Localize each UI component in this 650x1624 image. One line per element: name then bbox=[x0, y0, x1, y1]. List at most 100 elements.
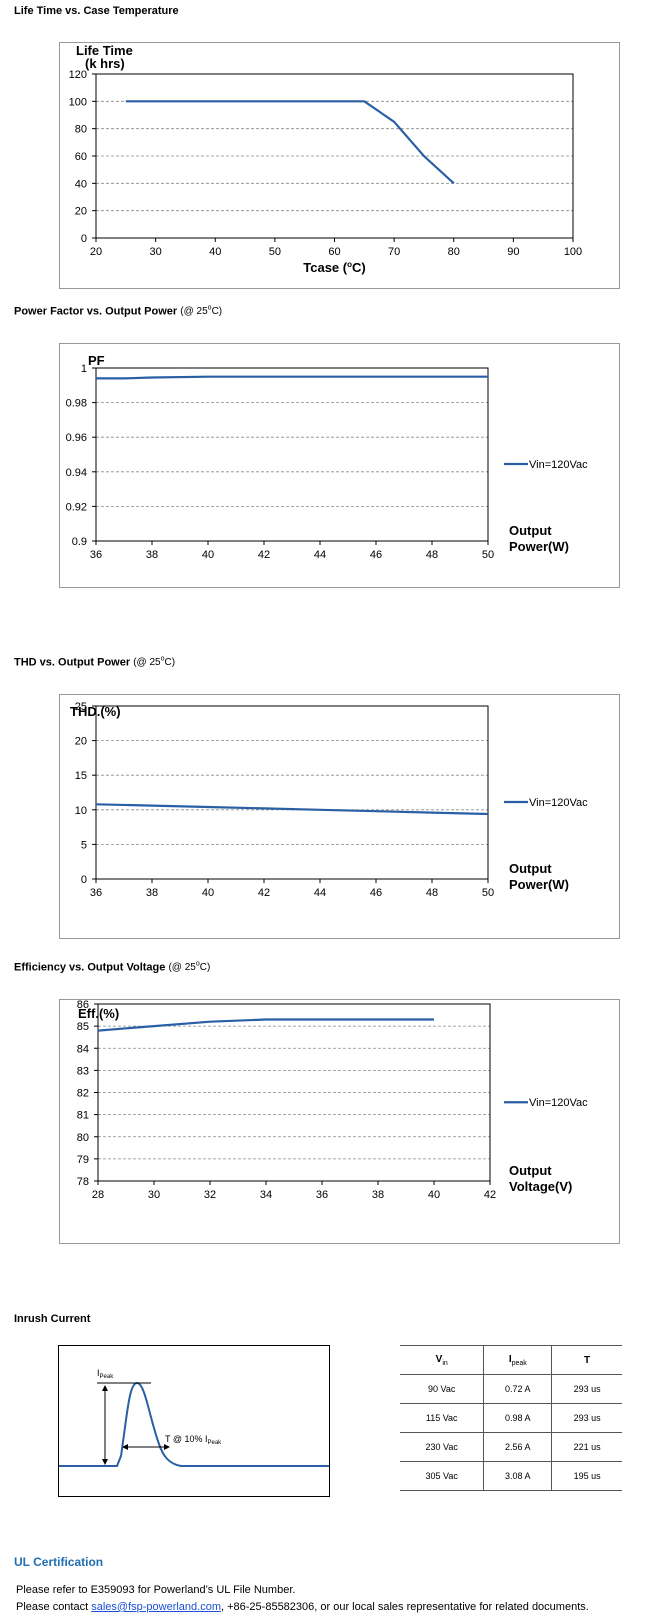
x-tick-label: 48 bbox=[426, 549, 438, 561]
ul-certification-title: UL Certification bbox=[14, 1555, 104, 1569]
header-vin: Vin bbox=[400, 1345, 484, 1375]
y-axis-label: PF bbox=[88, 353, 105, 368]
x-tick-label: 70 bbox=[388, 246, 400, 258]
y-axis-label: THD.(%) bbox=[70, 704, 121, 719]
duration-label: T @ 10% IPeak bbox=[165, 1434, 222, 1446]
power-factor-chart: 0.9 0.92 0.94 0.96 0.98 1 36 38 40 42 44 46 48 50 PF Ou… bbox=[66, 353, 589, 561]
x-tick-label: 50 bbox=[482, 887, 494, 899]
y-tick-label: 60 bbox=[75, 151, 87, 163]
y-tick-label: 80 bbox=[77, 1132, 89, 1144]
x-tick-label: 46 bbox=[370, 887, 382, 899]
x-tick-label: 28 bbox=[92, 1189, 104, 1201]
x-axis-label: Power(W) bbox=[509, 877, 569, 892]
legend-label: Vin=120Vac bbox=[529, 797, 588, 809]
legend-label: Vin=120Vac bbox=[529, 1097, 588, 1109]
x-tick-label: 44 bbox=[314, 549, 326, 561]
x-tick-label: 42 bbox=[258, 887, 270, 899]
inrush-curve bbox=[59, 1381, 329, 1467]
life-section-title: Life Time vs. Case Temperature bbox=[14, 5, 179, 17]
y-tick-label: 1 bbox=[81, 363, 87, 375]
x-tick-label: 46 bbox=[370, 549, 382, 561]
table-row: 305 Vac 3.08 A 195 us bbox=[400, 1461, 622, 1491]
y-tick-label: 0.94 bbox=[66, 467, 87, 479]
y-tick-label: 83 bbox=[77, 1065, 89, 1077]
x-tick-label: 34 bbox=[260, 1189, 272, 1201]
y-tick-label: 0.9 bbox=[72, 536, 87, 548]
y-tick-label: 0.92 bbox=[66, 501, 87, 513]
x-tick-label: 38 bbox=[372, 1189, 384, 1201]
x-tick-label: 90 bbox=[507, 246, 519, 258]
x-tick-label: 40 bbox=[209, 246, 221, 258]
y-tick-label: 78 bbox=[77, 1176, 89, 1188]
inrush-table: Vin Ipeak T 90 Vac 0.72 A 293 us 115 Vac 0.… bbox=[400, 1345, 622, 1491]
x-tick-label: 30 bbox=[148, 1189, 160, 1201]
y-tick-label: 86 bbox=[77, 1000, 89, 1011]
x-axis-label: Output bbox=[509, 523, 552, 538]
y-tick-label: 80 bbox=[75, 124, 87, 136]
x-tick-label: 48 bbox=[426, 887, 438, 899]
thd-chart: 0 5 10 15 20 25 36 38 40 42 44 46 48 50 THD.(%) OutputP… bbox=[70, 701, 588, 899]
inrush-section-title: Inrush Current bbox=[14, 1313, 91, 1325]
x-tick-label: 80 bbox=[448, 246, 460, 258]
life-chart-frame: 0 20 40 60 80 100 120 20 30 40 50 60 70 80 90 100 Life T… bbox=[59, 42, 620, 289]
efficiency-chart: 78 79 80 81 82 83 84 85 86 28 30 32 34 36 38 40 42 Eff.(%… bbox=[77, 999, 588, 1201]
inrush-table-header: Vin Ipeak T bbox=[400, 1345, 622, 1375]
y-tick-label: 100 bbox=[69, 96, 87, 108]
x-axis-label: Output bbox=[509, 861, 552, 876]
table-row: 115 Vac 0.98 A 293 us bbox=[400, 1403, 622, 1433]
x-tick-label: 50 bbox=[269, 246, 281, 258]
y-tick-label: 25 bbox=[75, 701, 87, 713]
x-tick-label: 36 bbox=[90, 549, 102, 561]
plot-area bbox=[95, 367, 489, 542]
x-tick-label: 38 bbox=[146, 887, 158, 899]
inrush-waveform: IPeak T @ 10% IPeak bbox=[59, 1368, 329, 1467]
series-line bbox=[97, 1018, 434, 1032]
header-ipeak: Ipeak bbox=[483, 1345, 552, 1375]
x-tick-label: 40 bbox=[202, 549, 214, 561]
y-tick-label: 40 bbox=[75, 178, 87, 190]
eff-section-title: Efficiency vs. Output Voltage (@ 25oC) bbox=[14, 961, 211, 974]
eff-chart-frame: 78 79 80 81 82 83 84 85 86 28 30 32 34 36 38 40 42 Eff.(%… bbox=[59, 999, 620, 1244]
x-tick-label: 100 bbox=[564, 246, 582, 258]
thd-section-note: (@ 25oC) bbox=[133, 656, 176, 669]
x-tick-label: 42 bbox=[258, 549, 270, 561]
y-tick-label: 85 bbox=[77, 1021, 89, 1033]
inrush-waveform-frame: IPeak T @ 10% IPeak bbox=[58, 1345, 330, 1497]
y-tick-label: 20 bbox=[75, 206, 87, 218]
x-tick-label: 40 bbox=[428, 1189, 440, 1201]
ipeak-label: IPeak bbox=[97, 1368, 114, 1380]
x-tick-label: 30 bbox=[150, 246, 162, 258]
plot-area bbox=[95, 705, 489, 880]
x-axis-label: Tcase (oC) bbox=[303, 260, 365, 275]
x-tick-label: 38 bbox=[146, 549, 158, 561]
y-tick-label: 120 bbox=[69, 69, 87, 81]
legend-label: Vin=120Vac bbox=[529, 459, 588, 471]
thd-chart-frame: 0 5 10 15 20 25 36 38 40 42 44 46 48 50 THD.(%) Output P… bbox=[59, 694, 620, 939]
email-link[interactable]: sales@fsp-powerland.com bbox=[91, 1601, 221, 1613]
x-tick-label: 32 bbox=[204, 1189, 216, 1201]
x-axis-label: Output bbox=[509, 1163, 552, 1178]
y-axis-label: Life Time bbox=[76, 43, 133, 58]
x-tick-label: 36 bbox=[90, 887, 102, 899]
y-tick-label: 81 bbox=[77, 1110, 89, 1122]
eff-section-note: (@ 25oC) bbox=[168, 961, 211, 974]
y-tick-label: 84 bbox=[77, 1043, 89, 1055]
y-tick-label: 5 bbox=[81, 839, 87, 851]
y-tick-label: 82 bbox=[77, 1088, 89, 1100]
pf-chart-frame: 0.9 0.92 0.94 0.96 0.98 1 36 38 40 42 44 46 48 50 PF Ou… bbox=[59, 343, 620, 588]
series-line bbox=[96, 375, 488, 380]
ul-line-2: Please contact sales@fsp-powerland.com, … bbox=[16, 1601, 589, 1613]
x-tick-label: 60 bbox=[328, 246, 340, 258]
ul-line-1: Please refer to E359093 for Powerland’s … bbox=[16, 1584, 296, 1596]
y-tick-label: 10 bbox=[75, 805, 87, 817]
y-tick-label: 0 bbox=[81, 233, 87, 245]
y-axis-label-unit: (k hrs) bbox=[85, 56, 125, 71]
x-tick-label: 40 bbox=[202, 887, 214, 899]
x-tick-label: 20 bbox=[90, 246, 102, 258]
x-tick-label: 42 bbox=[484, 1189, 496, 1201]
x-axis-label: Power(W) bbox=[509, 539, 569, 554]
pf-section-title: Power Factor vs. Output Power (@ 25oC) bbox=[14, 305, 223, 318]
y-tick-label: 0.98 bbox=[66, 398, 87, 410]
y-tick-label: 79 bbox=[77, 1154, 89, 1166]
series-line bbox=[95, 803, 489, 816]
